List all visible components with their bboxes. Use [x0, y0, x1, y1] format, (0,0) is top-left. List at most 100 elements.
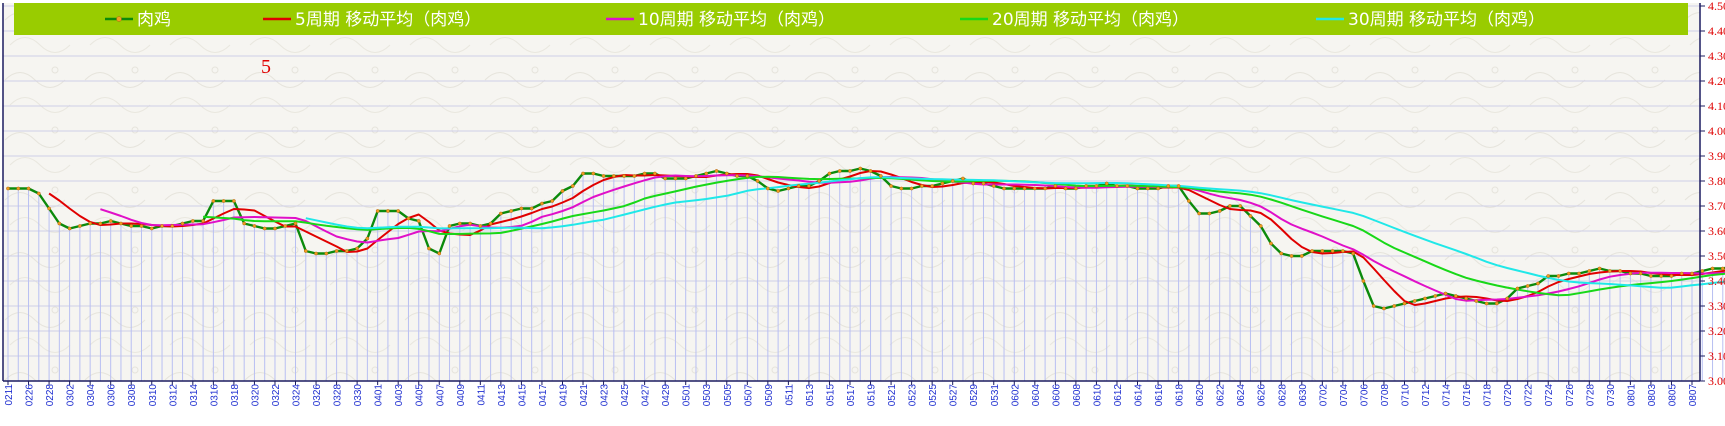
x-tick-label: 0324 [292, 384, 303, 407]
y-axis-ticks: 3.00 3.10 3.20 3.30 3.40 3.50 3.60 3.70 3.80 3.90… [1700, 0, 1725, 388]
price-point [622, 174, 626, 178]
price-point [303, 249, 308, 253]
x-tick-label: 0807 [1688, 384, 1699, 407]
price-point [1525, 284, 1530, 288]
x-tick-label: 0425 [620, 384, 631, 407]
price-point [273, 226, 277, 231]
price-point [1351, 251, 1355, 256]
price-point [221, 199, 226, 203]
price-point [930, 184, 934, 188]
price-point [1084, 184, 1089, 188]
price-point [293, 221, 298, 226]
price-point [1515, 286, 1520, 291]
price-point [950, 179, 955, 183]
price-point [1012, 186, 1017, 191]
annotation-label: 5 [261, 56, 271, 78]
price-point [1618, 269, 1622, 273]
legend-label: 10周期 移动平均（肉鸡） [638, 10, 835, 30]
price-point [1341, 249, 1345, 253]
x-tick-label: 0310 [148, 384, 159, 407]
price-point [1238, 204, 1243, 208]
y-tick-label: 3.90 [1708, 149, 1725, 163]
x-tick-label: 0521 [887, 384, 898, 407]
price-point [262, 226, 267, 231]
x-tick-label: 0411 [476, 384, 487, 406]
price-point [519, 206, 524, 211]
y-tick-label: 4.10 [1708, 99, 1725, 113]
price-point [971, 181, 976, 186]
x-tick-label: 0728 [1585, 384, 1596, 407]
y-tick-label: 3.80 [1708, 174, 1725, 188]
x-tick-label: 0531 [990, 384, 1001, 407]
x-tick-label: 0403 [394, 384, 405, 407]
price-point [457, 221, 462, 226]
x-tick-label: 0328 [333, 384, 344, 407]
price-point [1371, 304, 1376, 308]
price-point [878, 174, 883, 178]
price-point [1156, 186, 1160, 191]
price-point [981, 181, 986, 186]
x-tick-label: 0318 [230, 384, 241, 407]
price-point [478, 224, 483, 228]
price-point [252, 224, 257, 228]
x-tick-label: 0612 [1113, 384, 1124, 407]
price-point [1669, 274, 1674, 278]
price-point [1197, 211, 1201, 216]
price-point [991, 184, 996, 188]
price-point [745, 174, 750, 178]
x-tick-label: 0413 [497, 384, 508, 407]
legend-label: 肉鸡 [137, 10, 171, 30]
x-tick-label: 0312 [168, 384, 179, 407]
price-point [663, 176, 668, 181]
price-point [776, 189, 780, 193]
price-point [1269, 241, 1273, 246]
price-point [827, 171, 832, 176]
price-point [1546, 274, 1551, 278]
price-point [868, 169, 873, 173]
price-point [36, 191, 41, 196]
price-point [807, 184, 811, 188]
x-tick-label: 0604 [1031, 384, 1042, 407]
price-point [694, 174, 698, 178]
price-point [1577, 271, 1581, 276]
price-point [499, 211, 503, 216]
price-point [1608, 269, 1612, 273]
x-tick-label: 0226 [25, 384, 36, 407]
price-point [1597, 266, 1602, 271]
price-point [1022, 186, 1027, 191]
price-point [961, 176, 965, 181]
price-point [796, 184, 801, 188]
price-point [16, 186, 21, 191]
price-point [909, 186, 914, 191]
x-tick-label: 0308 [127, 384, 138, 407]
x-tick-label: 0602 [1010, 384, 1021, 407]
price-point [1536, 281, 1540, 286]
x-tick-label: 0716 [1462, 384, 1473, 407]
price-point [1258, 224, 1263, 228]
price-point [889, 184, 893, 188]
price-point [653, 171, 657, 176]
x-tick-label: 0302 [66, 384, 77, 407]
x-tick-label: 0710 [1401, 384, 1412, 407]
price-point [1474, 299, 1479, 303]
price-point [201, 219, 205, 223]
x-tick-label: 0409 [456, 384, 467, 407]
y-tick-label: 4.30 [1708, 49, 1725, 63]
y-tick-label: 4.50 [1708, 0, 1725, 13]
price-point [1361, 279, 1366, 283]
x-tick-label: 0513 [805, 384, 816, 407]
x-tick-label: 0501 [682, 384, 693, 407]
legend-label: 20周期 移动平均（肉鸡） [992, 10, 1189, 30]
price-point [1217, 209, 1222, 213]
price-point [386, 209, 390, 213]
price-point [139, 224, 144, 228]
x-tick-label: 0511 [784, 384, 795, 406]
x-tick-label: 0525 [928, 384, 939, 407]
legend-label: 5周期 移动平均（肉鸡） [295, 10, 481, 30]
y-tick-label: 3.10 [1708, 349, 1725, 363]
price-markers [6, 166, 1725, 311]
x-tick-label: 0211 [4, 384, 15, 406]
x-tick-label: 0718 [1483, 384, 1494, 407]
price-point [149, 226, 154, 231]
price-point [57, 221, 62, 226]
